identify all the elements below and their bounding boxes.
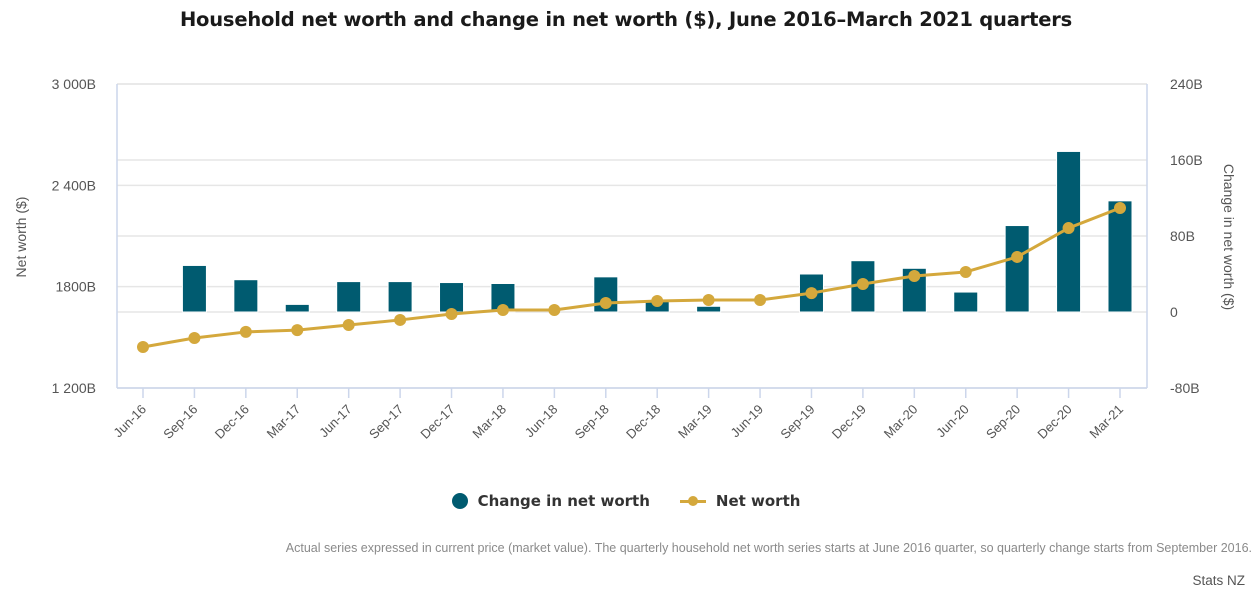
right-tick-label: 160B	[1170, 152, 1203, 168]
net-worth-point	[1062, 222, 1075, 235]
bar-change-in-net-worth	[1004, 225, 1030, 313]
right-axis-ticks: -80B 0 80B 160B 240B	[1170, 76, 1203, 396]
net-worth-point	[239, 325, 252, 338]
x-tick-label: Mar-21	[1086, 402, 1126, 442]
bar-series-change-in-net-worth	[181, 150, 1133, 313]
legend-label: Change in net worth	[477, 492, 650, 510]
bar-change-in-net-worth	[336, 281, 362, 313]
right-tick-label: -80B	[1170, 380, 1200, 396]
x-tick-label: Jun-18	[522, 402, 561, 441]
right-tick-label: 80B	[1170, 228, 1195, 244]
net-worth-point	[548, 303, 561, 316]
x-tick-label: Mar-20	[881, 402, 921, 442]
x-tick-label: Dec-20	[1034, 402, 1074, 442]
bar-change-in-net-worth	[1107, 200, 1133, 313]
right-tick-label: 0	[1170, 304, 1178, 320]
net-worth-point	[754, 294, 767, 307]
legend: Change in net worth Net worth	[0, 492, 1252, 510]
x-tick-label: Sep-19	[777, 402, 817, 442]
gridlines	[117, 83, 1147, 389]
x-tick-label: Sep-20	[983, 402, 1023, 442]
net-worth-point	[394, 313, 407, 326]
bar-change-in-net-worth	[439, 282, 465, 313]
left-tick-label: 3 000B	[52, 76, 96, 92]
left-axis-label: Net worth ($)	[13, 197, 29, 278]
bar-change-in-net-worth	[387, 281, 413, 313]
bar-change-in-net-worth	[233, 279, 259, 313]
left-axis-ticks: 1 200B 1800B 2 400B 3 000B	[52, 76, 96, 396]
net-worth-point	[908, 270, 921, 283]
net-worth-point	[856, 277, 869, 290]
x-tick-label: Jun-19	[727, 402, 766, 441]
x-tick-label: Mar-17	[264, 402, 304, 442]
x-tick-label: Jun-16	[110, 402, 149, 441]
net-worth-point	[651, 295, 664, 308]
x-tick-label: Mar-18	[469, 402, 509, 442]
x-tick-label: Sep-18	[572, 402, 612, 442]
x-tick-label: Sep-17	[366, 402, 406, 442]
net-worth-point	[1011, 250, 1024, 263]
legend-dot-icon	[451, 493, 468, 509]
net-worth-point	[599, 297, 612, 310]
x-tick-label: Dec-18	[623, 402, 663, 442]
net-worth-point	[445, 308, 458, 321]
x-tick-label: Jun-17	[316, 402, 355, 441]
x-tick-label: Dec-19	[829, 402, 869, 442]
right-axis-label: Change in net worth ($)	[1221, 164, 1237, 310]
legend-item-net-worth[interactable]: Net worth	[679, 492, 801, 510]
net-worth-point	[702, 294, 715, 307]
line-series-net-worth	[137, 201, 1126, 353]
bar-change-in-net-worth	[181, 264, 207, 313]
x-tick-label: Dec-16	[212, 402, 252, 442]
legend-item-change-in-net-worth[interactable]: Change in net worth	[451, 492, 650, 510]
x-tick-label: Dec-17	[417, 402, 457, 442]
footnote: Actual series expressed in current price…	[285, 541, 1252, 555]
net-worth-line	[142, 206, 1121, 349]
net-worth-point	[959, 265, 972, 278]
net-worth-point	[291, 324, 304, 337]
left-tick-label: 1800B	[56, 279, 96, 295]
x-tick-label: Jun-20	[933, 402, 972, 441]
legend-line-marker-icon	[679, 493, 706, 509]
net-worth-point	[188, 332, 201, 345]
x-tick-label: Mar-19	[675, 402, 715, 442]
right-tick-label: 240B	[1170, 76, 1203, 92]
source-credit: Stats NZ	[1192, 573, 1245, 588]
chart-title: Household net worth and change in net wo…	[179, 8, 1073, 31]
x-axis-ticks: Jun-16 Sep-16 Dec-16 Mar-17 Jun-17 Sep-17 Dec-…	[110, 388, 1126, 442]
bar-change-in-net-worth	[696, 305, 722, 313]
net-worth-point	[137, 340, 149, 353]
net-worth-point	[496, 303, 509, 316]
net-worth-point	[342, 319, 355, 332]
legend-label: Net worth	[715, 492, 801, 510]
bar-change-in-net-worth	[953, 291, 979, 313]
x-tick-label: Sep-16	[160, 402, 200, 442]
net-worth-point	[1114, 201, 1126, 214]
bar-change-in-net-worth	[284, 303, 310, 313]
left-tick-label: 2 400B	[52, 177, 96, 193]
net-worth-point	[805, 287, 818, 300]
plot-frame	[116, 84, 1148, 389]
left-tick-label: 1 200B	[52, 380, 96, 396]
